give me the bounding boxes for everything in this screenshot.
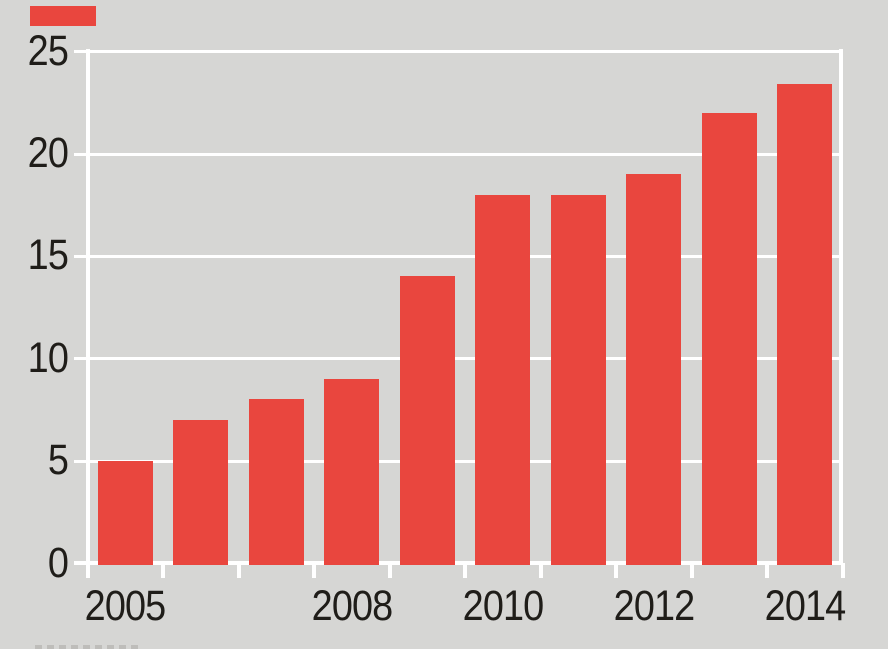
x-axis-tick-label: 2005	[84, 582, 167, 630]
y-gridline	[74, 460, 843, 463]
x-axis-tick	[539, 563, 543, 578]
economist-red-slug	[30, 6, 96, 26]
x-axis-tick	[86, 563, 90, 578]
x-axis-tick	[841, 563, 845, 578]
x-axis-tick-label: 2010	[462, 582, 545, 630]
x-axis-tick	[765, 563, 769, 578]
x-axis-tick	[161, 563, 165, 578]
y-gridline	[74, 357, 843, 360]
x-axis-tick	[614, 563, 618, 578]
y-axis-line-right	[839, 49, 843, 565]
y-axis-tick-label: 20	[27, 129, 69, 177]
x-axis-tick-label: 2014	[764, 582, 847, 630]
bar-2014	[777, 84, 832, 565]
y-axis-tick-label: 0	[47, 539, 69, 587]
x-axis-tick	[388, 563, 392, 578]
y-axis-line-left	[86, 49, 90, 565]
y-gridline	[74, 50, 843, 53]
bar-2006	[173, 420, 228, 565]
x-axis-tick	[237, 563, 241, 578]
cropped-source-text-remnant	[35, 645, 141, 649]
bar-2009	[400, 276, 455, 565]
x-axis-tick-label: 2008	[311, 582, 394, 630]
x-axis-baseline	[74, 561, 843, 565]
y-axis-tick-label: 5	[47, 436, 69, 484]
bar-2008	[324, 379, 379, 565]
x-axis-tick-label: 2012	[613, 582, 696, 630]
y-gridline	[74, 255, 843, 258]
x-axis-tick	[463, 563, 467, 578]
bar-2005	[98, 461, 153, 565]
x-axis-tick	[690, 563, 694, 578]
y-axis-tick-label: 15	[27, 231, 69, 279]
bar-2007	[249, 399, 304, 565]
y-axis-tick-label: 10	[27, 334, 69, 382]
bar-2011	[551, 195, 606, 565]
y-gridline	[74, 153, 843, 156]
x-axis-tick	[312, 563, 316, 578]
bar-2010	[475, 195, 530, 565]
bar-2012	[626, 174, 681, 565]
y-axis-tick-label: 25	[27, 27, 69, 75]
bar-2013	[702, 113, 757, 565]
